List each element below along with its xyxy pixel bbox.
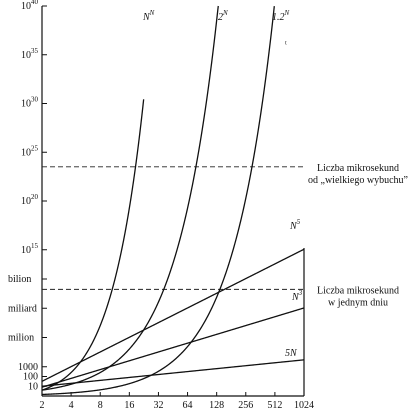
y-tick-label-exponent: 20 [31,193,39,201]
curve-label-n-3-exponent: 3 [298,289,303,297]
y-tick-label-exponent: 40 [31,0,39,6]
curve-n-3 [41,307,305,388]
curve-label-2-n-exponent: N [222,9,228,17]
y-tick-label-base: 10 [21,245,31,256]
curve-label-n-n: NN [142,9,155,23]
curve-label-5n-base: 5N [285,348,298,359]
y-tick-label: 1035 [21,47,39,61]
y-ticks: 104010351030102510201015bilionmiliardmil… [8,0,47,392]
x-tick-label: 512 [267,400,282,411]
curve-1-2-n [41,6,275,396]
y-tick-label-base: 10 [21,196,31,207]
axes [41,6,305,397]
y-tick-label-base: 10 [21,99,31,110]
curve-2-n [41,5,219,391]
curve-label-1-2-n-base: 1.2 [272,12,285,23]
y-tick-label: 1030 [21,96,39,110]
y-tick-label: 1015 [21,242,39,256]
curve-label-n-5-exponent: 5 [297,218,301,226]
curve-label-2-n-base: 2 [218,12,223,23]
curve-label-n-3: N3 [291,289,303,303]
curve-label-2-n: 2N [218,9,228,23]
curve-label-5n: 5N [285,348,298,359]
reference-line-label: Liczba mikrosekund [317,285,399,296]
x-tick-label: 16 [124,400,134,411]
y-tick-label-exponent: 15 [31,242,39,250]
y-named-tick-label: bilion [8,274,31,285]
reference-line-label: w jednym dniu [328,297,388,308]
curve-label-n-5: N5 [289,218,301,232]
reference-line-label: Liczba mikrosekund [317,163,399,174]
curve-label-n-3-base: N [291,292,300,303]
y-named-tick-label: 100 [23,372,38,383]
curve-n-5 [41,248,305,382]
curve-label-1-2-n: 1.2N [272,9,290,23]
y-named-tick-label: miliard [8,303,37,314]
y-tick-label-base: 10 [21,50,31,61]
x-tick-label: 2 [40,400,45,411]
y-tick-label-exponent: 25 [31,144,39,152]
x-tick-label: 128 [209,400,224,411]
y-tick-label: 1020 [21,193,39,207]
x-tick-label: 32 [153,400,163,411]
curve-label-n-5-base: N [289,221,298,232]
y-tick-label-base: 10 [21,147,31,158]
x-tick-label: 4 [69,400,74,411]
x-tick-label: 64 [183,400,193,411]
x-ticks: 2 4 8 16 32 64 128 256 512 1024 [40,392,314,411]
curve-5n [41,359,305,387]
curves [41,5,305,396]
curve-label-n-n-base: N [142,12,151,23]
curve-label-1-2-n-exponent: N [284,9,290,17]
y-tick-label-exponent: 35 [31,47,39,55]
y-tick-label-base: 10 [21,1,31,12]
curve-n-n [41,99,145,391]
curve-label-n-n-exponent: N [149,9,155,17]
x-tick-label: 1024 [294,400,314,411]
y-tick-label: 1040 [21,0,39,12]
y-tick-label: 1025 [21,144,39,158]
y-named-tick-label: 1000 [18,362,38,373]
y-tick-label-exponent: 30 [31,96,39,104]
y-named-tick-label: milion [8,333,34,344]
x-tick-label: 256 [238,400,253,411]
reference-line-label: od „wielkiego wybuchu” [308,175,408,186]
y-named-tick-label: 10 [28,381,38,392]
stray-mark: ᵗ [285,39,287,50]
x-tick-label: 8 [98,400,103,411]
